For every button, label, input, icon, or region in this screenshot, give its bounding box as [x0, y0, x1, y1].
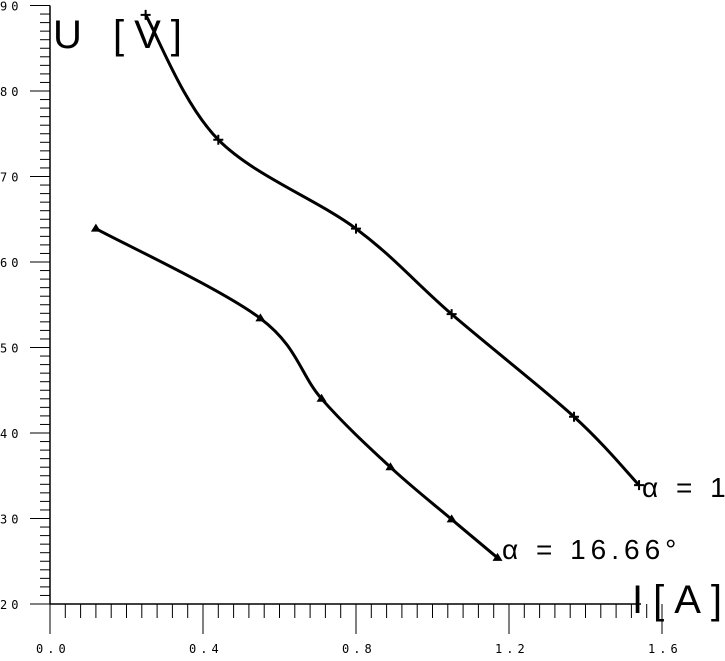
data-point-plus — [446, 309, 457, 320]
data-point-triangle — [255, 313, 266, 322]
data-point-triangle — [316, 393, 327, 402]
x-tick-label: 1.6 — [648, 642, 682, 656]
series-layer — [90, 9, 645, 561]
x-tick-label: 1.2 — [495, 642, 529, 656]
y-tick-label: 70 — [0, 171, 22, 185]
x-tick-label: 0.8 — [342, 642, 376, 656]
series-line-1 — [144, 14, 641, 487]
series-label-2: α = 16.66° — [502, 534, 681, 565]
series-label-1: α = 10° — [642, 472, 725, 503]
y-tick-label: 30 — [0, 513, 22, 527]
x-tick-label: 0.0 — [36, 642, 70, 656]
y-axis-title: U [V] — [53, 13, 192, 57]
ticks: 20 30 40 50 60 70 80 90 0.0 0.4 0.8 1.2 1.6 — [0, 0, 682, 656]
y-tick-label: 60 — [0, 256, 22, 270]
series-line-2 — [95, 227, 499, 559]
axes — [49, 5, 641, 605]
data-point-plus — [634, 480, 645, 491]
data-point-plus — [140, 9, 151, 20]
data-point-plus — [351, 223, 361, 234]
data-point-triangle — [385, 462, 396, 471]
x-tick-label: 0.4 — [189, 642, 223, 656]
x-axis-title: I[A] — [632, 578, 725, 622]
data-point-triangle — [446, 514, 457, 523]
data-point-triangle — [90, 223, 101, 232]
y-tick-label: 80 — [0, 85, 22, 99]
y-tick-label: 90 — [0, 0, 22, 14]
data-point-plus — [213, 134, 224, 145]
y-tick-label: 50 — [0, 342, 22, 356]
y-tick-label: 40 — [0, 427, 22, 441]
data-point-triangle — [492, 552, 503, 561]
data-point-plus — [569, 411, 580, 422]
y-tick-label: 20 — [0, 598, 22, 612]
